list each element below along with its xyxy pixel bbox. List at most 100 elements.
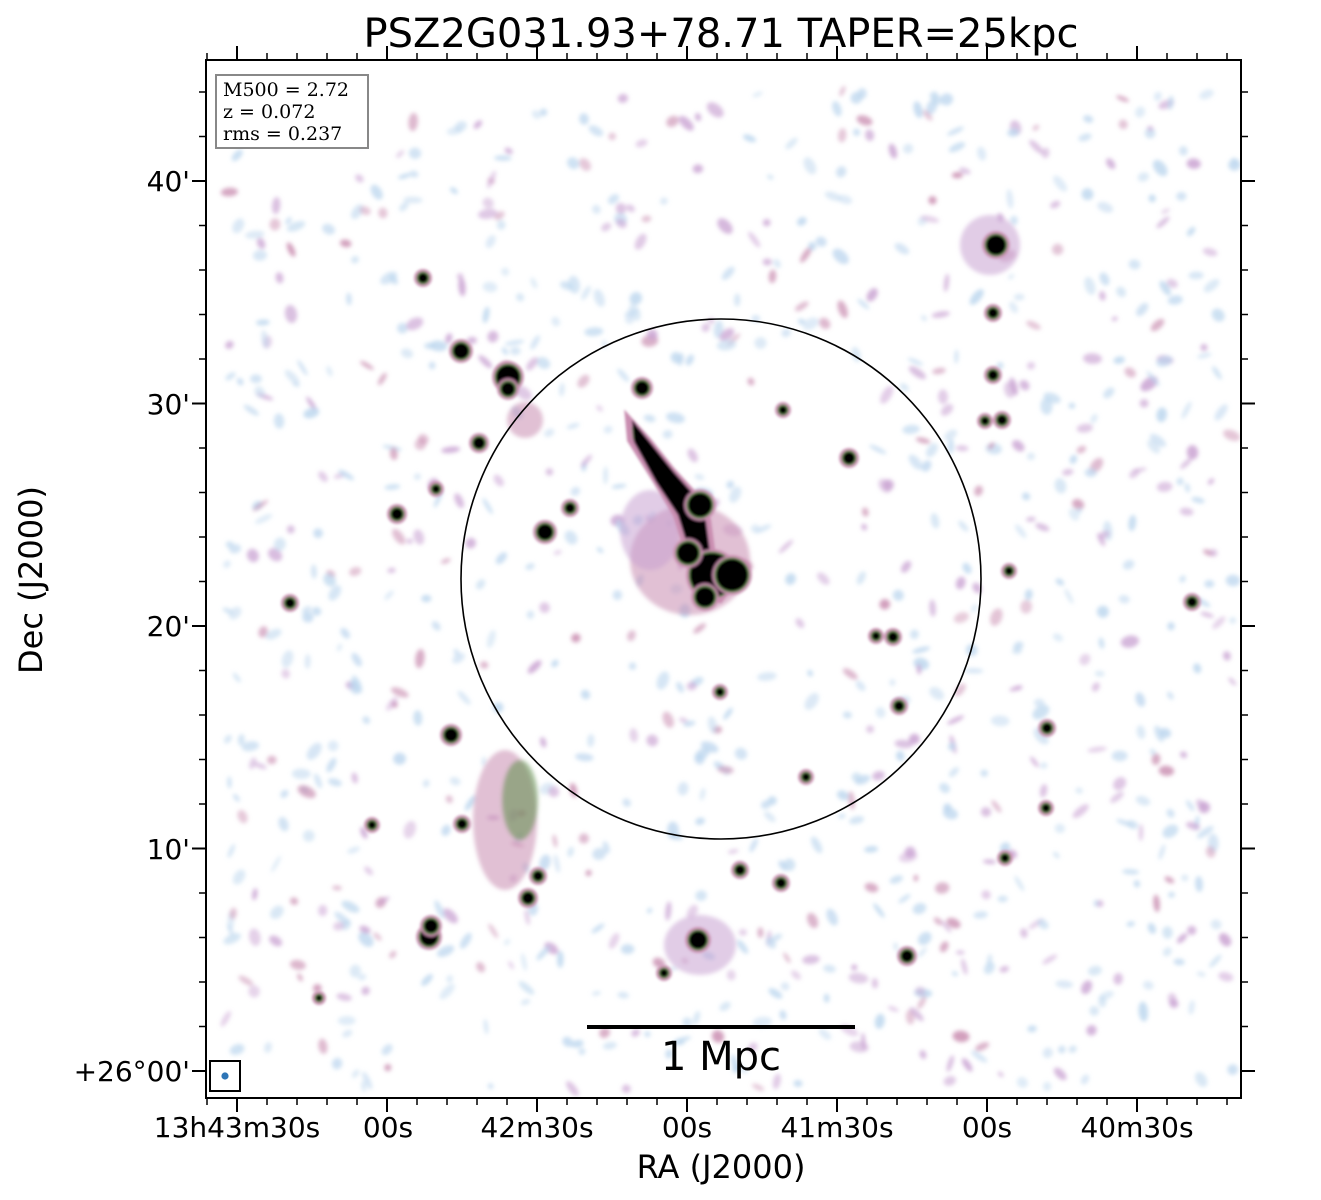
noise-blob xyxy=(486,629,496,649)
noise-blob xyxy=(228,606,242,620)
noise-blob xyxy=(908,366,926,380)
noise-blob xyxy=(955,576,966,590)
noise-blob xyxy=(421,974,433,986)
y-tick-label-0: +26°00' xyxy=(74,1055,190,1088)
noise-blob xyxy=(747,377,755,386)
noise-blob xyxy=(531,110,541,120)
noise-blob xyxy=(571,633,581,643)
noise-blob xyxy=(810,836,823,854)
noise-blob xyxy=(732,1066,740,1073)
noise-blob xyxy=(1072,498,1085,510)
noise-blob xyxy=(1009,377,1018,396)
noise-blob xyxy=(362,1071,373,1090)
noise-blob xyxy=(232,869,246,885)
noise-blob xyxy=(941,920,952,933)
y-axis-label: Dec (J2000) xyxy=(12,486,50,674)
noise-blob xyxy=(495,552,508,565)
noise-blob xyxy=(1176,477,1184,486)
noise-blob xyxy=(562,1036,574,1048)
noise-blob xyxy=(726,480,735,489)
noise-blob xyxy=(646,734,659,747)
source-core xyxy=(368,821,376,829)
noise-blob xyxy=(223,560,231,569)
noise-blob xyxy=(946,1055,955,1072)
noise-blob xyxy=(779,1010,787,1020)
noise-blob xyxy=(1151,753,1161,765)
noise-blob xyxy=(331,1057,343,1070)
noise-blob xyxy=(373,932,382,941)
noise-blob xyxy=(873,903,885,918)
noise-blob xyxy=(686,681,697,691)
noise-blob xyxy=(1053,175,1068,192)
noise-blob xyxy=(973,911,988,919)
noise-blob xyxy=(377,372,387,386)
noise-blob xyxy=(634,233,647,250)
noise-blob xyxy=(909,629,919,640)
noise-blob xyxy=(359,206,371,216)
noise-blob xyxy=(955,445,969,452)
noise-blob xyxy=(935,882,950,894)
noise-blob xyxy=(699,787,706,801)
noise-blob xyxy=(227,843,236,858)
noise-blob xyxy=(508,960,515,970)
noise-blob xyxy=(355,174,364,183)
source-core xyxy=(424,919,438,933)
noise-blob xyxy=(865,129,875,142)
source-core xyxy=(1042,723,1052,733)
noise-blob xyxy=(1207,478,1215,485)
noise-blob xyxy=(912,903,927,915)
noise-blob xyxy=(578,1047,586,1055)
noise-blob xyxy=(929,687,945,700)
noise-blob xyxy=(815,236,827,247)
source-core xyxy=(986,235,1006,255)
noise-blob xyxy=(327,740,339,752)
noise-blob xyxy=(446,975,454,983)
noise-blob xyxy=(1180,458,1192,470)
noise-blob xyxy=(944,429,958,441)
noise-blob xyxy=(1211,308,1225,322)
noise-blob xyxy=(466,336,477,345)
noise-blob xyxy=(662,711,674,728)
noise-blob xyxy=(1128,514,1137,532)
noise-blob xyxy=(220,187,238,197)
noise-blob xyxy=(1116,95,1130,103)
noise-blob xyxy=(1113,356,1125,364)
source-core xyxy=(997,415,1007,425)
noise-blob xyxy=(747,1042,758,1053)
noise-blob xyxy=(384,1064,392,1072)
noise-blob xyxy=(842,668,858,680)
noise-blob xyxy=(1116,819,1133,827)
noise-blob xyxy=(592,204,601,214)
noise-blob xyxy=(958,520,969,532)
noise-blob xyxy=(584,327,604,337)
noise-blob xyxy=(823,964,836,973)
noise-blob xyxy=(337,1015,356,1026)
noise-blob xyxy=(824,191,842,202)
x-tick-label-6: 40m30s xyxy=(1080,1111,1193,1144)
noise-blob xyxy=(566,423,580,430)
noise-blob xyxy=(1164,876,1175,884)
noise-blob xyxy=(399,201,409,212)
noise-blob xyxy=(1218,971,1234,982)
noise-blob xyxy=(898,894,911,904)
noise-blob xyxy=(1204,579,1215,588)
noise-blob xyxy=(807,669,813,677)
noise-blob xyxy=(480,661,489,669)
noise-blob xyxy=(1135,106,1146,118)
noise-blob xyxy=(826,908,838,926)
noise-blob xyxy=(494,155,512,161)
noise-blob xyxy=(518,981,535,995)
noise-blob xyxy=(585,869,592,877)
noise-blob xyxy=(656,671,670,690)
noise-blob xyxy=(339,239,352,248)
x-tick-label-5: 00s xyxy=(962,1111,1012,1144)
noise-blob xyxy=(742,134,757,143)
noise-blob xyxy=(969,289,984,305)
noise-blob xyxy=(1150,318,1165,332)
noise-blob xyxy=(848,972,869,984)
noise-blob xyxy=(326,757,337,773)
source-core xyxy=(843,452,855,464)
noise-blob xyxy=(866,288,878,302)
noise-blob xyxy=(878,478,892,493)
noise-blob xyxy=(1135,692,1146,707)
